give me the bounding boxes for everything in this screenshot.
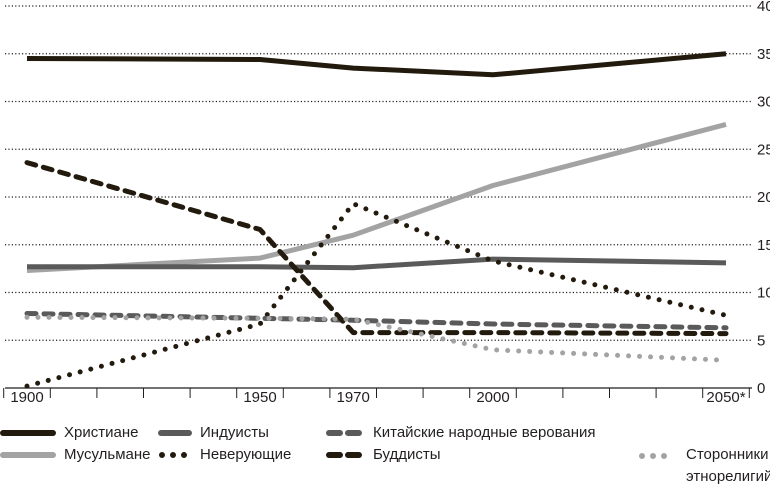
- legend-swatch-dashed-black: [325, 450, 365, 460]
- line-chart: 0 5 10 15 20 25 30 35 40 1900 1950 1970 2000 2050*: [0, 0, 770, 424]
- legend-swatch-solid-black: [0, 428, 56, 438]
- y-tick-label: 25: [757, 141, 770, 158]
- y-tick-label: 15: [757, 237, 770, 254]
- y-tick-label: 5: [757, 332, 765, 349]
- legend-label: Неверующие: [200, 446, 291, 463]
- legend-item-christians: Христиане: [0, 424, 138, 441]
- x-tick-label: 2000: [476, 389, 509, 406]
- legend-label: Мусульмане: [64, 446, 151, 463]
- legend-label: Китайские народные верования: [373, 424, 596, 441]
- legend-item-ethnoreligionists: Сторонники этнорелигий: [638, 424, 770, 488]
- legend-label: Сторонники этнорелигий: [686, 444, 770, 488]
- series-lines: [27, 54, 726, 387]
- x-tick-label: 1970: [337, 389, 370, 406]
- y-tick-label: 10: [757, 285, 770, 302]
- legend-item-muslims: Мусульмане: [0, 446, 151, 463]
- y-tick-label: 35: [757, 46, 770, 63]
- legend-swatch-dotted-lightgray: [638, 451, 678, 461]
- x-tick-label: 1950: [243, 389, 276, 406]
- series-line: [27, 204, 726, 386]
- legend: Христиане Мусульмане Индуисты Неверующие…: [0, 424, 770, 471]
- legend-label: Буддисты: [373, 446, 441, 463]
- y-tick-label: 40: [757, 0, 770, 15]
- legend-item-buddhists: Буддисты: [325, 446, 441, 463]
- legend-swatch-dotted-black: [158, 450, 192, 460]
- legend-item-chinese-folk: Китайские народные верования: [325, 424, 596, 441]
- series-line: [27, 54, 726, 75]
- x-tick-label: 2050*: [706, 389, 745, 406]
- y-tick-label: 20: [757, 189, 770, 206]
- y-tick-label: 30: [757, 94, 770, 111]
- legend-swatch-dashed-gray: [325, 428, 365, 438]
- y-tick-label: 0: [757, 380, 765, 397]
- x-axis: 1900 1950 1970 2000 2050*: [4, 388, 750, 406]
- series-line: [27, 163, 726, 334]
- x-tick-label: 1900: [10, 389, 43, 406]
- legend-label: Индуисты: [200, 424, 269, 441]
- legend-item-nonreligious: Неверующие: [158, 446, 291, 463]
- legend-swatch-solid-gray: [158, 428, 192, 438]
- legend-label: Христиане: [64, 424, 138, 441]
- legend-item-hindus: Индуисты: [158, 424, 269, 441]
- legend-swatch-solid-lightgray: [0, 450, 56, 460]
